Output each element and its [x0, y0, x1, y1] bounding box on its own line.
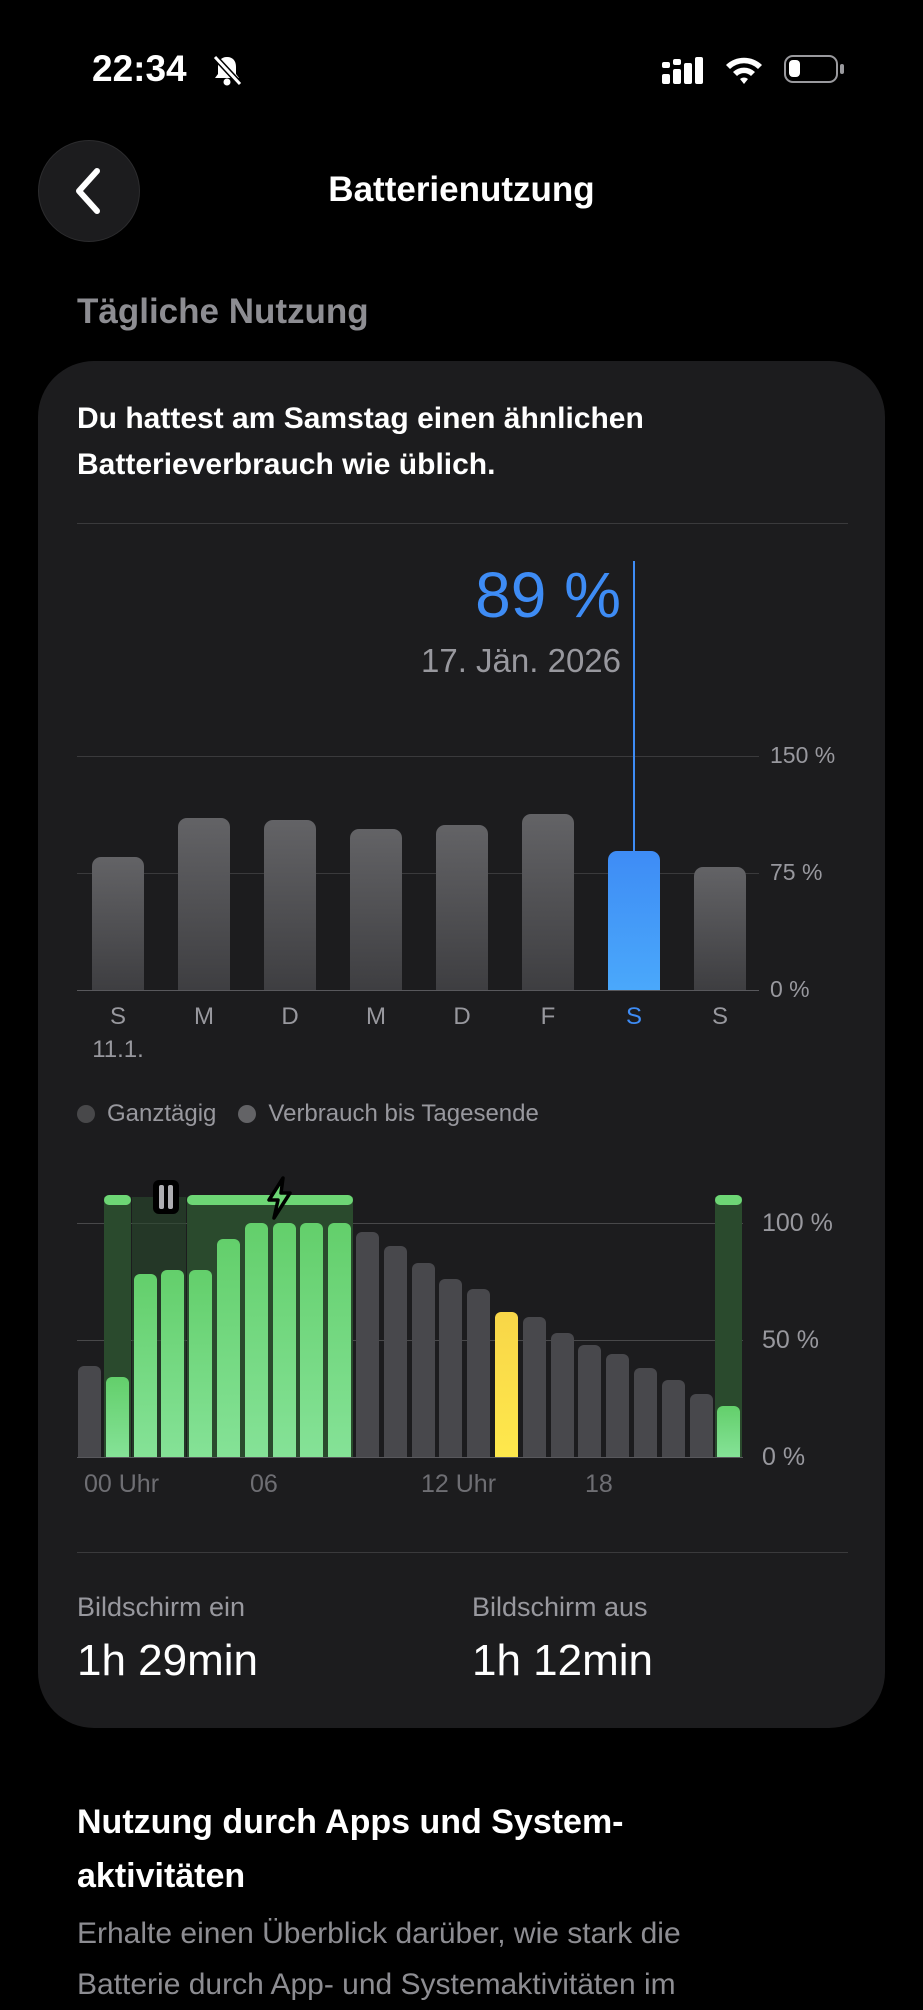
- apps-section-title: Nutzung durch Apps und System- aktivität…: [77, 1795, 857, 1903]
- legend-item: Ganztägig: [77, 1100, 216, 1128]
- bell-slash-icon: [212, 54, 242, 87]
- apps-title-line: Nutzung durch Apps und System-: [77, 1803, 624, 1841]
- y-tick-label: 50 %: [762, 1326, 819, 1354]
- x-tick-label: D: [281, 1003, 299, 1030]
- bar[interactable]: [439, 1279, 463, 1457]
- charging-cap: [715, 1195, 743, 1205]
- gridline: [77, 873, 759, 874]
- gridline: [77, 756, 759, 757]
- bar[interactable]: [161, 1269, 185, 1457]
- bar[interactable]: [522, 813, 574, 990]
- bar[interactable]: [244, 1223, 268, 1457]
- selected-value: 89 %: [475, 559, 621, 631]
- apps-title-line: aktivitäten: [77, 1857, 246, 1895]
- bar[interactable]: [661, 1379, 685, 1457]
- bar[interactable]: [189, 1269, 213, 1457]
- bar[interactable]: [495, 1311, 518, 1457]
- pause-icon: [153, 1180, 179, 1214]
- x-tick-label: D: [453, 1003, 471, 1030]
- charging-cap: [103, 1195, 131, 1205]
- bar[interactable]: [264, 819, 316, 990]
- bar[interactable]: [328, 1223, 352, 1457]
- x-tick-label: 06: [250, 1470, 278, 1498]
- bar[interactable]: [178, 818, 230, 990]
- gridline: [77, 1223, 743, 1224]
- bar[interactable]: [300, 1223, 324, 1457]
- signal-icon: [662, 57, 703, 84]
- apps-text-line: Erhalte einen Überblick darüber, wie sta…: [77, 1917, 681, 1950]
- x-tick-label: 18: [585, 1470, 613, 1498]
- x-tick-label: 12 Uhr: [421, 1470, 497, 1498]
- legend-label: Ganztägig: [107, 1100, 217, 1127]
- first-date-label: 11.1.: [92, 1036, 144, 1063]
- screen-off-value: 1h 12min: [472, 1636, 654, 1685]
- divider: [77, 523, 848, 524]
- bar[interactable]: [578, 1344, 602, 1457]
- bar[interactable]: [92, 857, 144, 990]
- x-tick-label: S: [625, 1003, 642, 1030]
- legend-label: Verbrauch bis Tagesende: [268, 1100, 539, 1127]
- apps-section-text: Erhalte einen Überblick darüber, wie sta…: [77, 1908, 867, 2010]
- bar[interactable]: [383, 1246, 407, 1457]
- bar[interactable]: [689, 1393, 713, 1457]
- bar[interactable]: [606, 1354, 630, 1457]
- gridline: [77, 1340, 743, 1341]
- chevron-left-icon: [76, 168, 100, 214]
- y-tick-label: 0 %: [762, 1443, 806, 1471]
- y-tick-label: 0 %: [770, 976, 810, 1002]
- gridline: [77, 1457, 743, 1458]
- legend-dot: [77, 1105, 95, 1123]
- bar[interactable]: [356, 1232, 379, 1457]
- bar[interactable]: [467, 1288, 491, 1457]
- selected-date: 17. Jän. 2026: [421, 642, 621, 679]
- bar[interactable]: [694, 866, 746, 990]
- charging-bolt-icon: [267, 1176, 292, 1220]
- y-tick-label: 75 %: [770, 859, 823, 885]
- bar[interactable]: [522, 1316, 546, 1457]
- bar[interactable]: [350, 829, 402, 990]
- bar[interactable]: [608, 851, 660, 990]
- status-time: 22:34: [92, 48, 187, 89]
- bar[interactable]: [717, 1405, 741, 1457]
- bar[interactable]: [411, 1262, 435, 1457]
- screen-on-value: 1h 29min: [77, 1636, 259, 1685]
- screen-on-label: Bildschirm ein: [77, 1592, 246, 1622]
- bar[interactable]: [105, 1377, 129, 1457]
- page-title: Batterienutzung: [328, 170, 595, 209]
- selection-line: [633, 561, 635, 852]
- bar[interactable]: [634, 1368, 657, 1457]
- x-tick-label: S: [109, 1003, 126, 1030]
- daily-usage-chart[interactable]: 150 % 75 % 0 % S M D M D F S S: [0, 0, 923, 1100]
- battery-level-chart[interactable]: 100 % 50 % 0 % 00 Uhr 06 12 Uhr 18: [0, 0, 923, 1520]
- section-title: Tägliche Nutzung: [77, 292, 369, 331]
- chart-legend: Ganztägig Verbrauch bis Tagesende: [77, 1100, 539, 1128]
- x-tick-label: F: [540, 1003, 556, 1030]
- bar[interactable]: [133, 1274, 157, 1457]
- apps-text-line: Batterie durch App- und Systemaktivitäte…: [77, 1968, 676, 2001]
- usage-summary: Du hattest am Samstag einen ähnlichen Ba…: [77, 402, 644, 481]
- bar[interactable]: [217, 1239, 240, 1457]
- bar[interactable]: [550, 1332, 574, 1457]
- back-button[interactable]: [38, 140, 140, 242]
- daily-usage-card: [38, 361, 885, 1728]
- x-tick-label: M: [194, 1003, 214, 1030]
- bar[interactable]: [436, 824, 488, 990]
- screen-off-label: Bildschirm aus: [472, 1592, 648, 1622]
- x-tick-label: S: [711, 1003, 728, 1030]
- divider: [77, 1552, 848, 1553]
- y-tick-label: 150 %: [770, 742, 836, 768]
- gridline: [77, 990, 759, 991]
- x-tick-label: M: [366, 1003, 386, 1030]
- y-tick-label: 100 %: [762, 1209, 833, 1237]
- battery-icon: [784, 55, 844, 83]
- wifi-icon: [726, 57, 762, 84]
- legend-item: Verbrauch bis Tagesende: [238, 1100, 539, 1128]
- legend-dot: [238, 1105, 257, 1123]
- charging-band: [187, 1197, 353, 1457]
- bar[interactable]: [78, 1365, 101, 1457]
- x-tick-label: 00 Uhr: [84, 1470, 160, 1498]
- bar[interactable]: [272, 1223, 296, 1457]
